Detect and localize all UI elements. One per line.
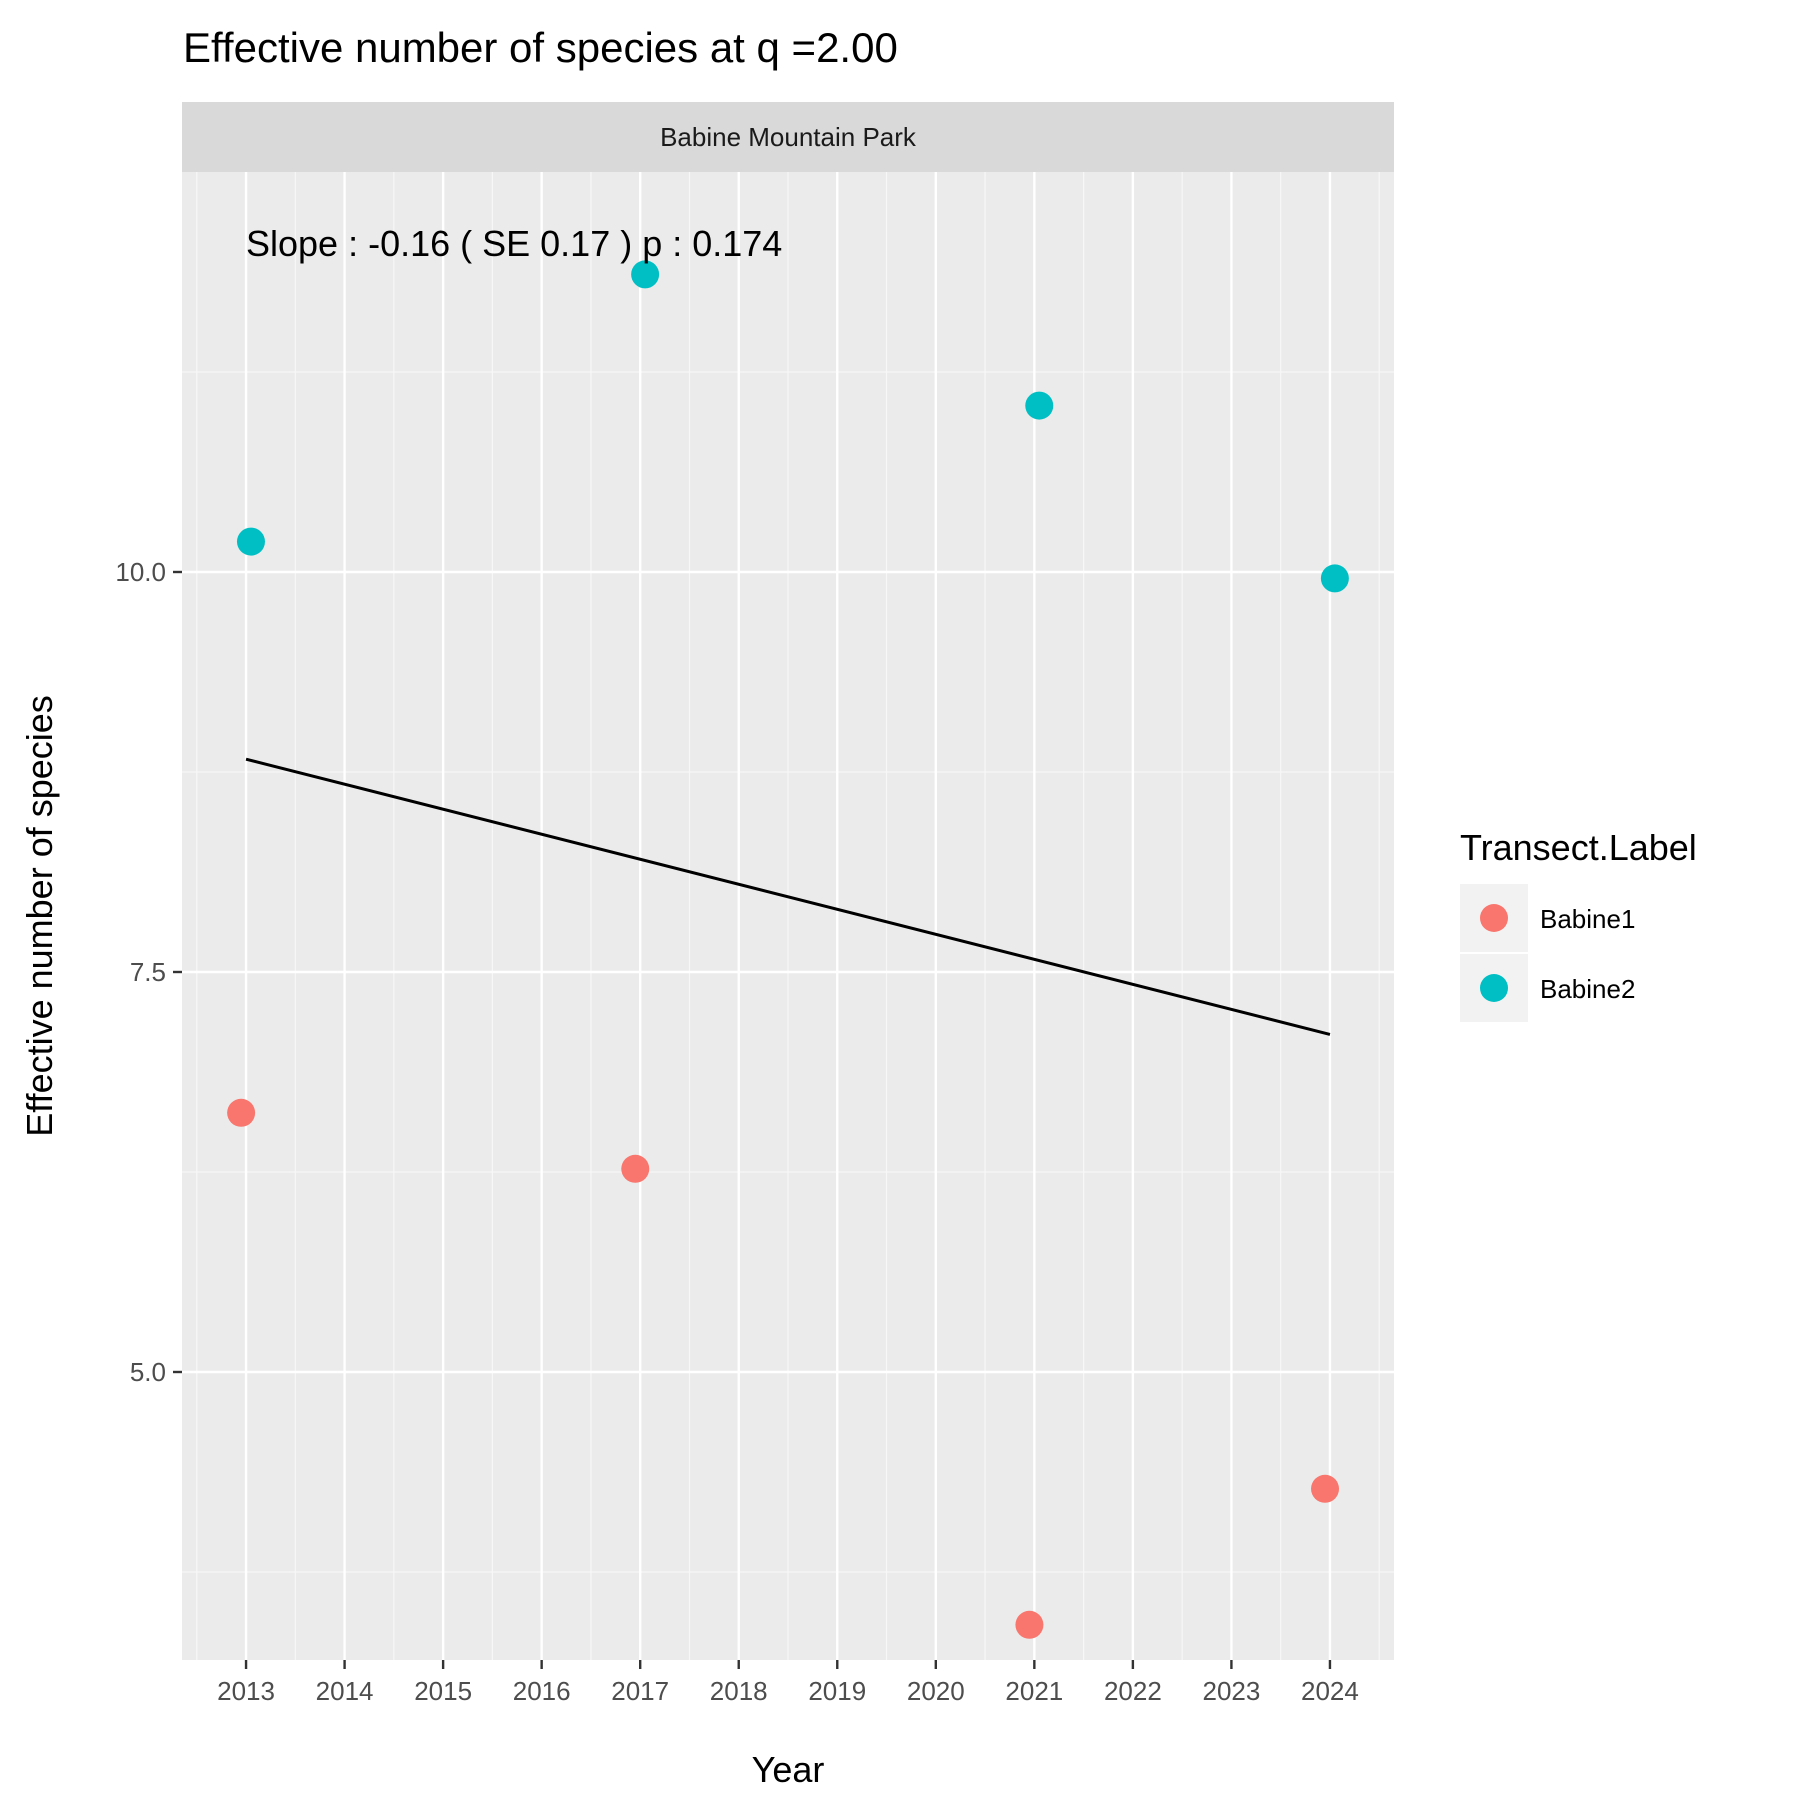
x-tick-label: 2024 [1301, 1676, 1359, 1706]
y-axis-title: Effective number of species [19, 695, 60, 1137]
data-point-babine1 [621, 1154, 650, 1183]
facet-label: Babine Mountain Park [660, 122, 917, 152]
y-tick-label: 10.0 [115, 557, 166, 587]
legend-swatch-babine1 [1480, 904, 1508, 932]
chart-title: Effective number of species at q =2.00 [183, 24, 898, 71]
trend-line [245, 757, 1331, 1036]
x-tick-label: 2021 [1005, 1676, 1063, 1706]
legend-label-babine1: Babine1 [1540, 904, 1635, 934]
legend-items: Babine1 Babine2 [1460, 884, 1635, 1022]
legend-title: Transect.Label [1460, 827, 1697, 868]
y-axis: 5.0 7.5 10.0 [115, 557, 182, 1387]
y-tick-label: 5.0 [130, 1357, 166, 1387]
x-tick-label: 2017 [611, 1676, 669, 1706]
x-tick-label: 2023 [1202, 1676, 1260, 1706]
data-point-babine1 [1311, 1474, 1340, 1503]
x-tick-label: 2018 [710, 1676, 768, 1706]
legend: Transect.Label Babine1 Babine2 [1460, 827, 1697, 1022]
x-tick-label: 2015 [414, 1676, 472, 1706]
data-point-babine2 [1320, 564, 1349, 593]
data-points [227, 260, 1349, 1639]
slope-annotation: Slope : -0.16 ( SE 0.17 ) p : 0.174 [246, 223, 782, 264]
x-axis-title: Year [752, 1749, 825, 1790]
x-tick-label: 2016 [513, 1676, 571, 1706]
x-tick-label: 2013 [217, 1676, 275, 1706]
trend-line-group [245, 757, 1331, 1036]
data-point-babine2 [631, 260, 660, 289]
x-tick-label: 2022 [1104, 1676, 1162, 1706]
major-gridlines [182, 172, 1394, 1660]
x-tick-label: 2019 [808, 1676, 866, 1706]
data-point-babine1 [1015, 1610, 1044, 1639]
legend-label-babine2: Babine2 [1540, 974, 1635, 1004]
x-tick-label: 2020 [907, 1676, 965, 1706]
y-tick-label: 7.5 [130, 957, 166, 987]
data-point-babine2 [236, 527, 265, 556]
data-point-babine2 [1025, 391, 1054, 420]
facet-strip [182, 102, 1394, 172]
x-axis: 2013 2014 2015 2016 2017 2018 2019 2020 2021 2022… [217, 1660, 1359, 1706]
x-tick-label: 2014 [316, 1676, 374, 1706]
data-point-babine1 [227, 1098, 256, 1127]
minor-gridlines [182, 172, 1394, 1660]
legend-swatch-babine2 [1480, 974, 1508, 1002]
